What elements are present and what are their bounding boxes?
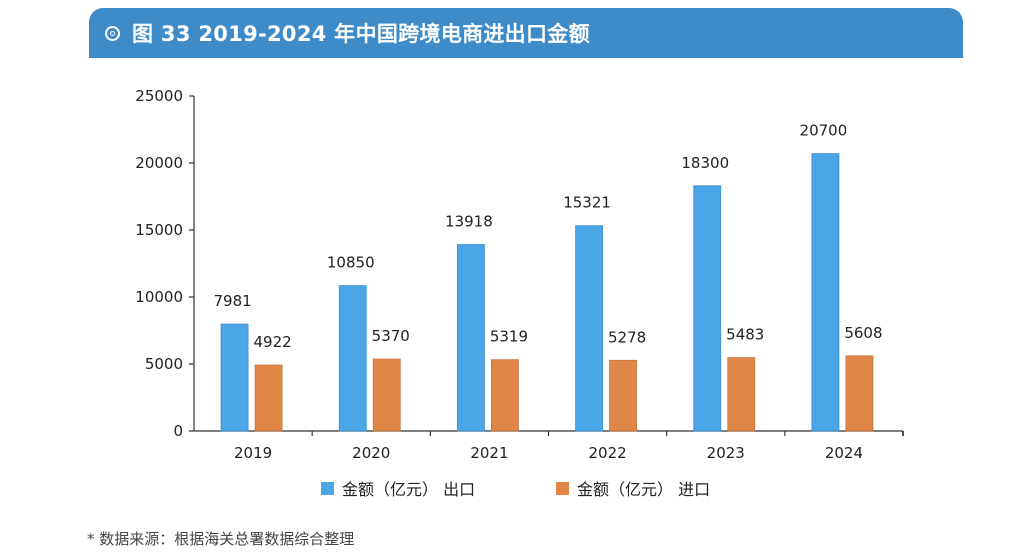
- bar-import: [609, 359, 637, 432]
- data-label-import: 5483: [726, 326, 764, 344]
- bar-export: [693, 185, 722, 432]
- bar-import: [372, 358, 401, 432]
- bar-export: [220, 323, 249, 432]
- legend-item-export: 金额（亿元） 出口: [321, 476, 475, 500]
- y-tick-label: 20000: [135, 154, 183, 172]
- bar-export: [457, 244, 485, 432]
- bar-import: [727, 357, 756, 432]
- x-tick-label: 2023: [707, 444, 745, 462]
- x-tick-label: 2024: [825, 444, 863, 462]
- chart-legend: 金额（亿元） 出口 金额（亿元） 进口: [0, 476, 1029, 500]
- legend-label-export: 金额（亿元） 出口: [342, 480, 476, 499]
- legend-swatch-export: [321, 481, 334, 495]
- source-note: * 数据来源：根据海关总署数据综合整理: [87, 530, 355, 548]
- y-tick-label: 5000: [145, 355, 183, 373]
- bar-import: [254, 364, 283, 432]
- data-label-export: 20700: [800, 122, 848, 140]
- data-label-export: 15321: [563, 194, 611, 212]
- y-tick-label: 15000: [135, 221, 183, 239]
- legend-item-import: 金额（亿元） 进口: [556, 476, 710, 500]
- y-tick-label: 25000: [135, 87, 183, 105]
- data-label-export: 7981: [213, 292, 251, 310]
- data-label-import: 5319: [490, 328, 528, 346]
- circle-target-icon: [105, 25, 120, 41]
- data-label-export: 13918: [445, 212, 493, 230]
- data-label-export: 18300: [681, 154, 729, 172]
- bar-import: [845, 355, 874, 432]
- x-tick-label: 2019: [234, 444, 272, 462]
- data-label-import: 5278: [608, 328, 646, 346]
- data-label-import: 4922: [253, 333, 291, 351]
- legend-swatch-import: [556, 481, 569, 495]
- legend-label-import: 金额（亿元） 进口: [577, 480, 711, 499]
- y-tick-label: 0: [173, 422, 183, 440]
- data-label-export: 10850: [327, 254, 375, 272]
- chart-title: 图 33 2019-2024 年中国跨境电商进出口金额: [132, 22, 590, 46]
- x-tick-label: 2021: [470, 444, 508, 462]
- bar-export: [575, 225, 603, 432]
- bar-import: [491, 359, 519, 432]
- y-tick-label: 10000: [135, 288, 183, 306]
- data-label-import: 5370: [372, 327, 410, 345]
- x-tick-label: 2020: [352, 444, 390, 462]
- bar-export: [811, 153, 840, 432]
- chart-title-banner: 图 33 2019-2024 年中国跨境电商进出口金额: [89, 8, 963, 58]
- bar-export: [338, 285, 367, 432]
- data-label-import: 5608: [844, 324, 882, 342]
- x-tick-label: 2022: [588, 444, 626, 462]
